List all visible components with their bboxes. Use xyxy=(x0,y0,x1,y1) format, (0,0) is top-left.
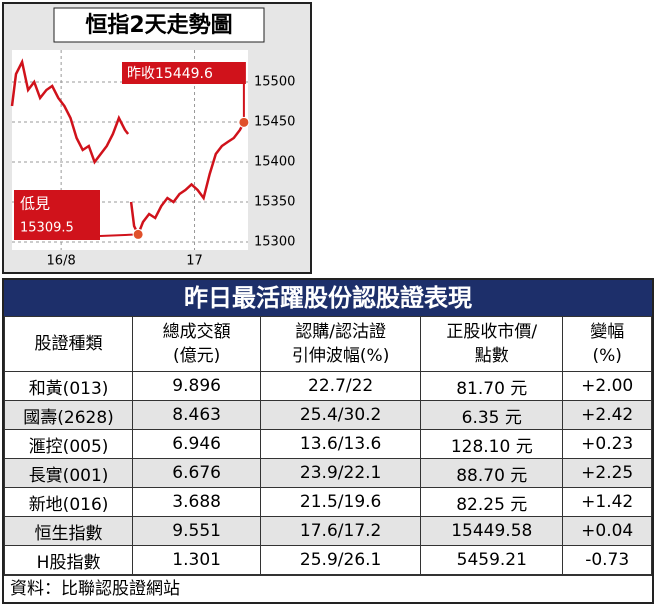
chart: 恒指2天走勢圖 15300 15350 15400 15450 15500 16/8 17 昨… xyxy=(10,7,295,269)
marker xyxy=(132,228,144,240)
table-cell: 23.9/22.1 xyxy=(260,458,422,488)
annotation: 低見 xyxy=(20,195,50,213)
x-tick-label: 16/8 xyxy=(47,254,76,269)
table-row: 恒生指數 9.551 17.6/17.2 15449.58 +0.04 xyxy=(3,516,652,546)
table-row: 長實(001) 6.676 23.9/22.1 88.70 元 +2.25 xyxy=(3,458,652,488)
table-cell: 和黃(013) xyxy=(3,371,134,401)
table-cell: 25.9/26.1 xyxy=(260,545,422,575)
table-cell: 9.551 xyxy=(132,516,262,546)
table-cell: 82.25 元 xyxy=(420,487,564,517)
leader xyxy=(99,233,139,237)
table-cell: -0.73 xyxy=(562,545,652,575)
y-tick-label: 15300 xyxy=(254,235,295,250)
header-cell: 總成交額 (億元) xyxy=(132,316,262,372)
table-row: H股指數 1.301 25.9/26.1 5459.21 -0.73 xyxy=(3,545,652,575)
header-text: (%) xyxy=(592,346,622,366)
table-cell: +2.25 xyxy=(562,458,652,488)
table-cell: 6.946 xyxy=(132,429,262,459)
table-cell: 13.6/13.6 xyxy=(260,429,422,459)
line xyxy=(10,58,246,238)
header-text: 引伸波幅(%) xyxy=(291,346,390,366)
y-tick-label: 15400 xyxy=(254,155,295,170)
header-text: 總成交額 xyxy=(162,322,231,342)
table: 股證種類 總成交額 (億元) 認購/認沽證 引伸波幅(%) 正股收市價/點數 變幅 (%) 和黃… xyxy=(3,316,652,575)
header-text: 變幅 xyxy=(590,322,625,342)
table-cell: 9.896 xyxy=(132,371,262,401)
table-cell: 8.463 xyxy=(132,400,262,430)
chart-title: 恒指2天走勢圖 xyxy=(85,12,232,38)
header-text: 股證種類 xyxy=(34,334,103,354)
header-cell: 股證種類 xyxy=(3,316,134,372)
table-cell: 滙控(005) xyxy=(3,429,134,459)
title-box xyxy=(53,7,265,43)
header-cell: 正股收市價/點數 xyxy=(420,316,564,372)
table-cell: 國壽(2628) xyxy=(3,400,134,430)
table-cell: 128.10 元 xyxy=(420,429,564,459)
table-cell: 25.4/30.2 xyxy=(260,400,422,430)
table-cell: 6.676 xyxy=(132,458,262,488)
table-cell: 5459.21 xyxy=(420,545,564,575)
header-cell: 認購/認沽證 引伸波幅(%) xyxy=(260,316,422,372)
table-cell: +1.42 xyxy=(562,487,652,517)
table-cell: +0.23 xyxy=(562,429,652,459)
table-cell: 3.688 xyxy=(132,487,262,517)
header-row: 股證種類 總成交額 (億元) 認購/認沽證 引伸波幅(%) 正股收市價/點數 變幅 (%) xyxy=(3,316,652,372)
annotation-box xyxy=(14,190,100,240)
table-row: 新地(016) 3.688 21.5/19.6 82.25 元 +1.42 xyxy=(3,487,652,517)
header-text: 點數 xyxy=(474,346,509,366)
annotation: 15309.5 xyxy=(20,221,74,236)
table-box: 昨日最活躍股份認股證表現 股證種類 總成交額 (億元) 認購/認沽證 引伸波幅(%) 正股… xyxy=(2,278,654,604)
marker xyxy=(238,116,250,128)
y-tick-label: 15350 xyxy=(254,195,295,210)
table-title: 昨日最活躍股份認股證表現 xyxy=(4,280,652,316)
table-cell: 22.7/22 xyxy=(260,371,422,401)
table-cell: 恒生指數 xyxy=(3,516,134,546)
table-cell: 15449.58 xyxy=(420,516,564,546)
table-row: 滙控(005) 6.946 13.6/13.6 128.10 元 +0.23 xyxy=(3,429,652,459)
header-text: 認購/認沽證 xyxy=(295,322,386,342)
y-tick-label: 15500 xyxy=(254,75,295,90)
table-row: 國壽(2628) 8.463 25.4/30.2 6.35 元 +2.42 xyxy=(3,400,652,430)
table-cell: 21.5/19.6 xyxy=(260,487,422,517)
header-cell: 變幅 (%) xyxy=(562,316,652,372)
header-text: 正股收市價/ xyxy=(446,322,538,342)
table-row: 和黃(013) 9.896 22.7/22 81.70 元 +2.00 xyxy=(3,371,652,401)
annotation: 昨收15449.6 xyxy=(127,66,213,82)
table-cell: +2.00 xyxy=(562,371,652,401)
table-cell: 88.70 元 xyxy=(420,458,564,488)
table-cell: 長實(001) xyxy=(3,458,134,488)
table-cell: 17.6/17.2 xyxy=(260,516,422,546)
x-tick-label: 17 xyxy=(186,254,203,269)
table-cell: +0.04 xyxy=(562,516,652,546)
table-cell: H股指數 xyxy=(3,545,134,575)
header-text: (億元) xyxy=(172,346,221,366)
y-tick-label: 15450 xyxy=(254,115,295,130)
annotation-box xyxy=(122,62,246,84)
table-cell: 新地(016) xyxy=(3,487,134,517)
table-cell: +2.42 xyxy=(562,400,652,430)
chart-box: 恒指2天走勢圖 15300 15350 15400 15450 15500 16/8 17 昨… xyxy=(2,2,312,274)
source: 資料：比聯認股證網站 xyxy=(4,575,652,602)
table-cell: 81.70 元 xyxy=(420,371,564,401)
table-cell: 1.301 xyxy=(132,545,262,575)
table-cell: 6.35 元 xyxy=(420,400,564,430)
